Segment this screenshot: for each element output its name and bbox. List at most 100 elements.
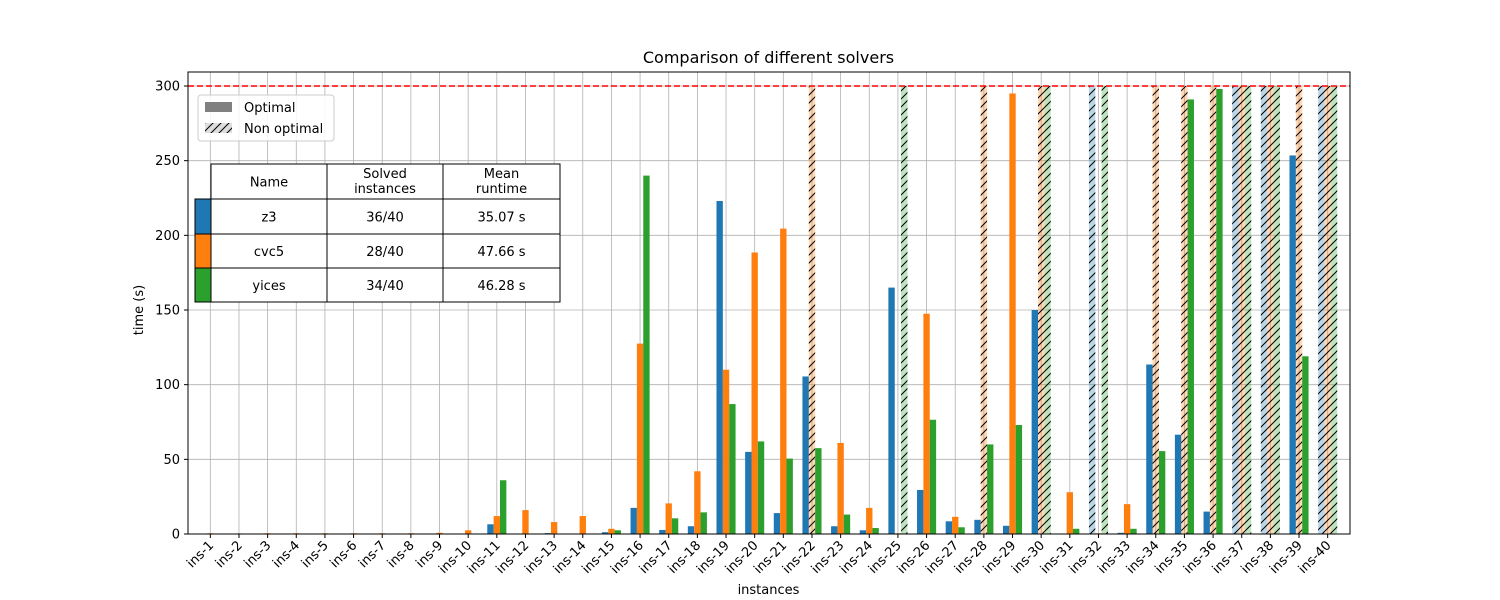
bar-z3 [1031, 310, 1038, 534]
x-tick-label: ins-1 [184, 538, 217, 571]
bar-yices [614, 530, 621, 534]
bar-z3 [1002, 525, 1010, 534]
bar-hatch-z3 [1318, 86, 1325, 534]
bar-cvc5 [1066, 492, 1074, 534]
table-cell-text: z3 [261, 211, 276, 226]
table-header-cell [442, 163, 561, 200]
table-header-text: Mean [484, 167, 519, 182]
bar-cvc5 [866, 507, 873, 534]
legend-swatch-optimal [205, 102, 232, 112]
table-cell [210, 267, 328, 303]
bar-yices [729, 404, 736, 534]
bar-z3 [859, 530, 867, 534]
bar-hatch-z3 [1260, 86, 1268, 534]
bar-yices [843, 514, 851, 534]
table-row-color-swatch [194, 198, 212, 235]
bar-yices [1130, 528, 1137, 534]
bar-hatch-yices [1244, 86, 1252, 534]
bar-z3 [687, 526, 695, 534]
x-tick-label: ins-40 [1296, 538, 1335, 577]
bar-hatch-yices [1273, 86, 1280, 534]
bar-z3 [831, 526, 838, 534]
bar-yices [929, 419, 937, 534]
bar-yices [1187, 99, 1194, 534]
bar-z3 [917, 489, 924, 534]
bar-z3 [630, 507, 637, 534]
bar-yices [643, 175, 650, 534]
bar-cvc5 [722, 369, 730, 534]
bar-z3 [659, 529, 666, 534]
bar-cvc5 [1123, 504, 1131, 534]
y-tick-label: 250 [155, 154, 180, 169]
bar-yices [700, 512, 707, 534]
bar-hatch-z3 [1088, 86, 1096, 534]
bar-cvc5 [665, 503, 672, 534]
table-cell [442, 198, 561, 235]
legend-label: Non optimal [244, 122, 323, 137]
table-cell-text: 35.07 s [477, 211, 525, 226]
table-cell-text: yices [252, 279, 285, 294]
bar-cvc5 [1009, 93, 1016, 534]
bar-cvc5 [464, 530, 472, 534]
table-cell [442, 267, 561, 303]
bar-hatch-cvc5 [1209, 86, 1217, 534]
table-cell-text: 34/40 [366, 279, 403, 294]
bar-hatch-cvc5 [1267, 86, 1274, 534]
y-tick-label: 50 [163, 453, 180, 468]
bar-z3 [1117, 532, 1124, 534]
bar-z3 [945, 521, 953, 534]
bar-hatch-yices [1330, 86, 1338, 534]
bar-z3 [601, 532, 609, 534]
y-tick-label: 300 [155, 80, 180, 95]
bar-hatch-cvc5 [980, 86, 988, 534]
table-header-text: runtime [476, 182, 527, 197]
table-cell-text: 28/40 [366, 245, 403, 260]
table-cell-text: 36/40 [366, 211, 403, 226]
bar-yices [872, 528, 879, 534]
y-tick-label: 200 [155, 229, 180, 244]
bar-cvc5 [837, 442, 844, 534]
bar-cvc5 [636, 343, 644, 534]
bar-z3 [1289, 155, 1296, 534]
table-cell-text: 46.28 s [477, 279, 525, 294]
bar-hatch-cvc5 [1238, 86, 1245, 534]
table-header-text: Solved [363, 167, 407, 182]
table-header-text: Name [250, 176, 288, 191]
bar-hatch-yices [901, 86, 908, 534]
bar-hatch-yices [1101, 86, 1109, 534]
table-row-color-swatch [194, 267, 212, 303]
chart-title: Comparison of different solvers [643, 48, 894, 67]
x-tick-label: ins-2 [213, 538, 246, 571]
legend-swatch-hatch [205, 123, 232, 133]
bar-hatch-cvc5 [1295, 86, 1303, 534]
table-row-color-swatch [194, 233, 212, 269]
bar-z3 [1146, 364, 1153, 534]
x-tick-label: ins-5 [299, 538, 332, 571]
x-tick-label: ins-7 [356, 538, 389, 571]
y-tick-label: 150 [155, 304, 180, 319]
table-cell-text: 47.66 s [477, 245, 525, 260]
bar-yices [1073, 528, 1080, 534]
bar-hatch-cvc5 [808, 86, 816, 534]
y-tick-label: 100 [155, 378, 180, 393]
x-tick-label: ins-6 [327, 538, 360, 571]
bar-cvc5 [550, 522, 558, 534]
bar-hatch-yices [1044, 86, 1051, 534]
bar-z3 [888, 287, 895, 534]
bar-yices [500, 480, 507, 534]
bar-yices [757, 441, 765, 534]
bar-cvc5 [579, 516, 586, 534]
bar-cvc5 [436, 532, 443, 534]
bar-yices [987, 444, 994, 534]
table-cell [210, 198, 328, 235]
bar-cvc5 [780, 228, 787, 534]
bar-cvc5 [694, 471, 701, 534]
bar-z3 [773, 513, 781, 534]
bar-yices [1216, 88, 1223, 534]
bar-z3 [745, 451, 752, 534]
bar-yices [1302, 356, 1309, 534]
bar-z3 [1174, 434, 1182, 534]
table-header-text: instances [354, 182, 416, 197]
